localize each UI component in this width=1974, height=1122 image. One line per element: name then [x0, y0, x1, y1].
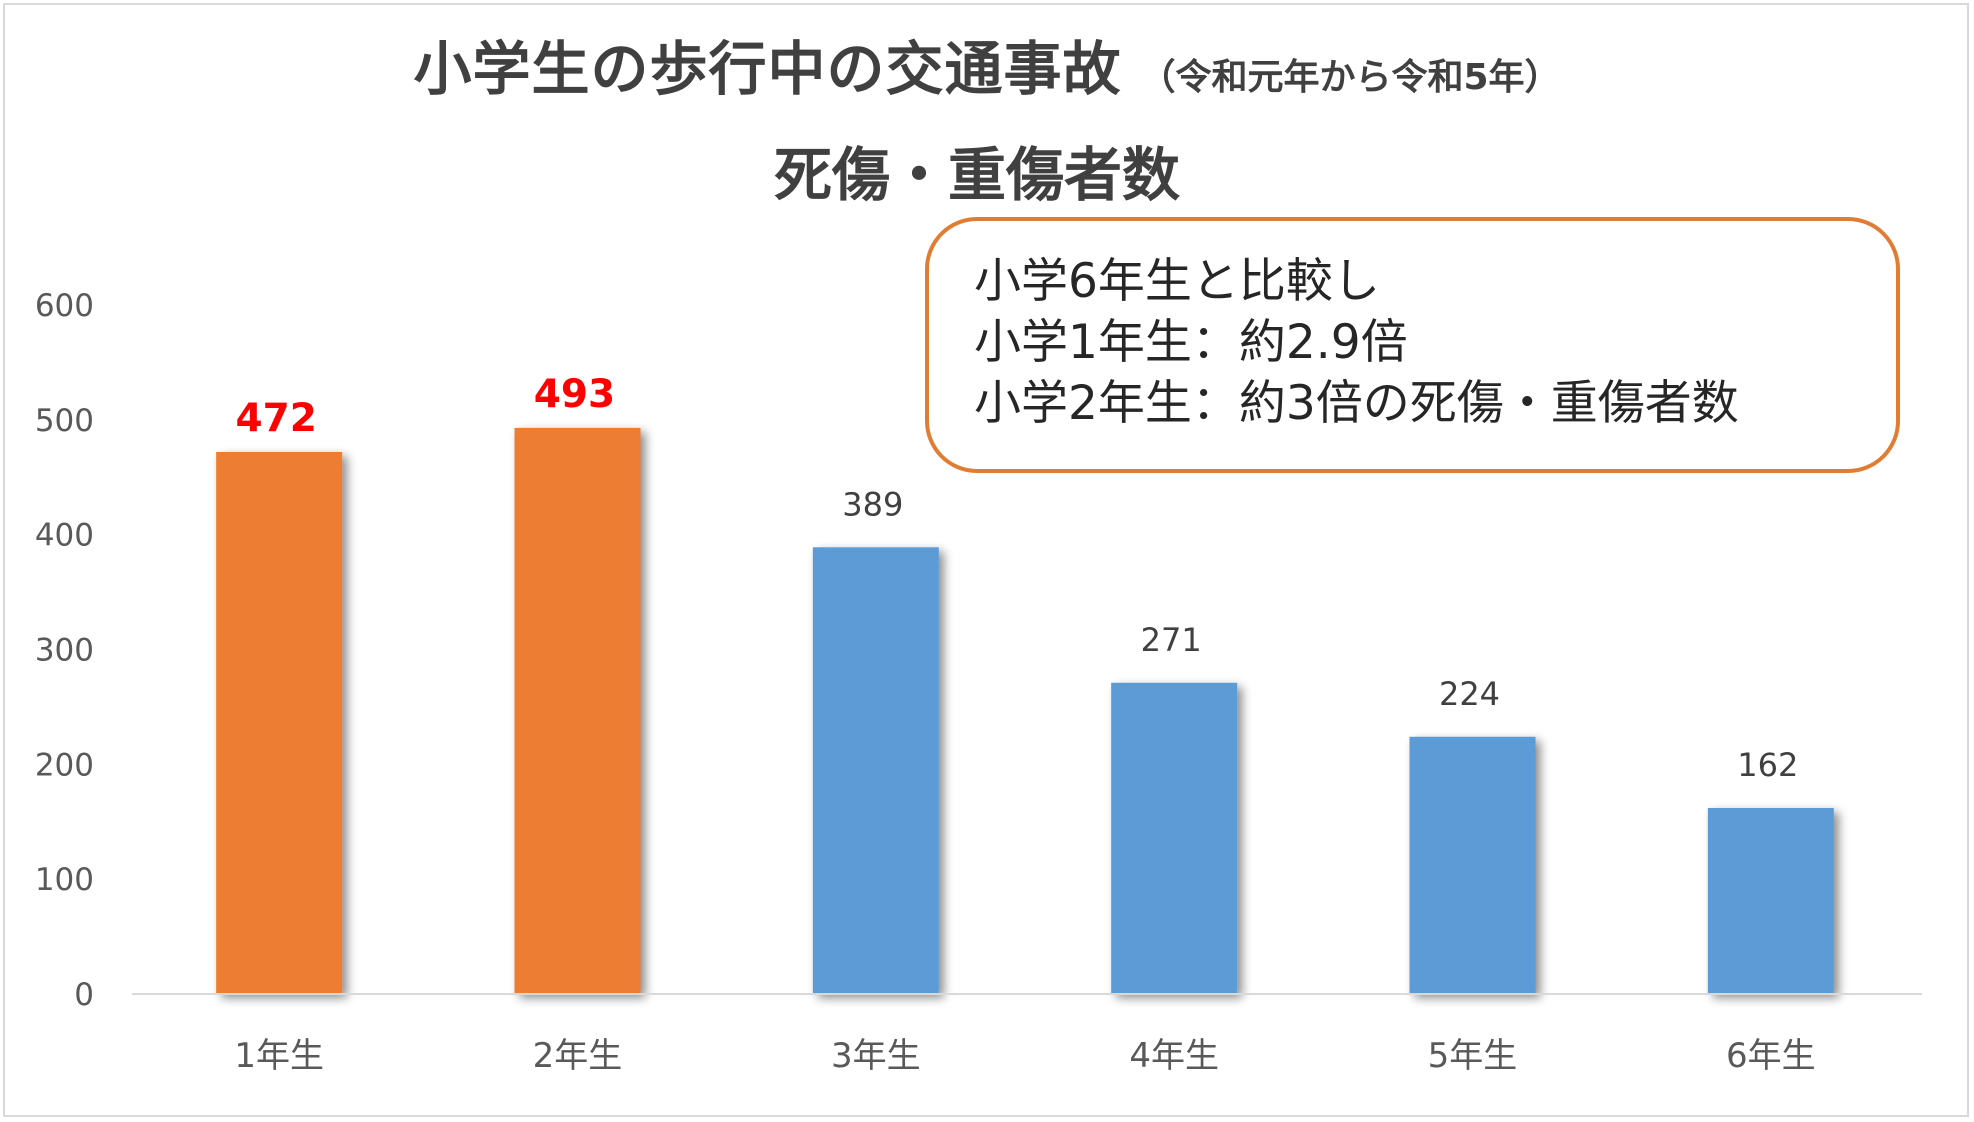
annotation-line-1: 小学6年生と比較し [974, 254, 1380, 309]
data-labels-group: 472 493 389 271 224 162 [235, 372, 1798, 784]
x-tick-label: 3年生 [831, 1036, 921, 1076]
y-tick-label: 600 [35, 288, 94, 324]
data-label: 493 [534, 372, 615, 417]
chart-title-row: 小学生の歩行中の交通事故 （令和元年から令和5年） [0, 22, 1974, 106]
data-label: 162 [1737, 746, 1798, 784]
y-axis: 0 100 200 300 400 500 600 [35, 288, 94, 1013]
y-tick-label: 400 [35, 518, 94, 554]
annotation-line-2: 小学1年生：約2.9倍 [974, 315, 1408, 370]
bars-group [216, 427, 1834, 994]
chart-subtitle: 死傷・重傷者数 [773, 141, 1180, 209]
data-label: 271 [1141, 621, 1202, 659]
chart-title-note: （令和元年から令和5年） [1139, 57, 1561, 98]
x-tick-label: 1年生 [234, 1036, 324, 1076]
annotation-callout: 小学6年生と比較し 小学1年生：約2.9倍 小学2年生：約3倍の死傷・重傷者数 [925, 217, 1900, 473]
bar [514, 427, 641, 994]
annotation-line-3: 小学2年生：約3倍の死傷・重傷者数 [974, 376, 1739, 431]
y-tick-label: 300 [35, 633, 94, 669]
data-label: 389 [842, 485, 903, 523]
bar [1707, 807, 1834, 994]
bar [1409, 736, 1536, 994]
data-label: 224 [1439, 675, 1500, 713]
x-axis: 1年生 2年生 3年生 4年生 5年生 6年生 [234, 1036, 1815, 1076]
bar [216, 451, 343, 994]
bar [812, 547, 939, 994]
x-tick-label: 5年生 [1428, 1036, 1518, 1076]
x-tick-label: 2年生 [533, 1036, 623, 1076]
y-tick-label: 200 [35, 747, 94, 783]
data-label: 472 [235, 396, 316, 441]
x-tick-label: 4年生 [1129, 1036, 1219, 1076]
y-tick-label: 100 [35, 862, 94, 898]
y-tick-label: 0 [74, 977, 94, 1013]
chart-title: 小学生の歩行中の交通事故 [413, 35, 1122, 103]
x-tick-label: 6年生 [1726, 1036, 1816, 1076]
y-tick-label: 500 [35, 403, 94, 439]
bar [1111, 682, 1238, 994]
